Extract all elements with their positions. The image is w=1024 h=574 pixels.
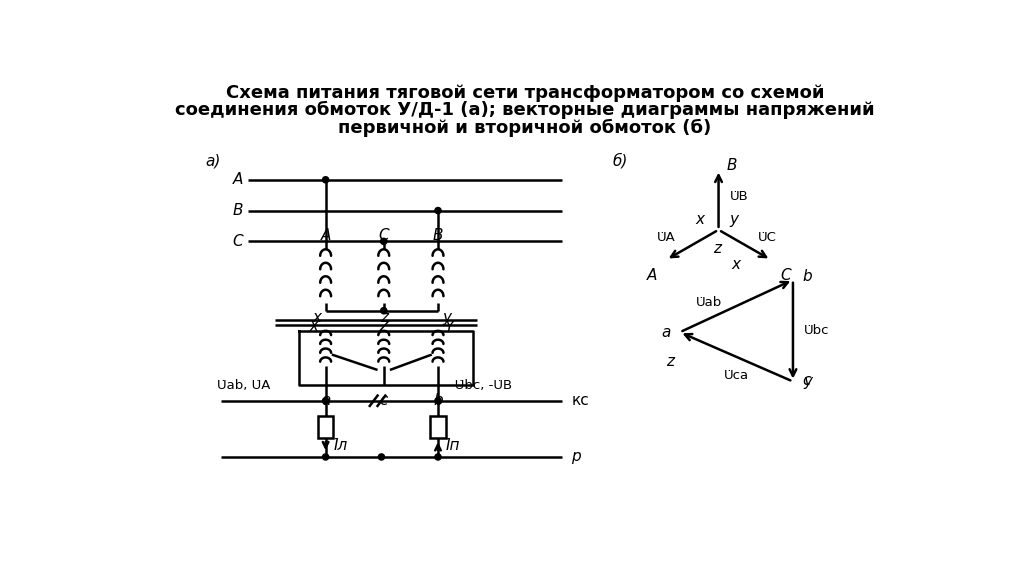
Text: B: B: [232, 203, 243, 218]
Text: B: B: [726, 158, 737, 173]
Text: y: y: [804, 374, 813, 389]
Text: соединения обмоток У/Д-1 (а); векторные диаграммы напряжений: соединения обмоток У/Д-1 (а); векторные …: [175, 101, 874, 119]
Text: U̇ca: U̇ca: [724, 369, 749, 382]
Text: Схема питания тяговой сети трансформатором со схемой: Схема питания тяговой сети трансформатор…: [225, 83, 824, 102]
Text: İп: İп: [445, 438, 460, 453]
Bar: [317, 416, 334, 438]
Text: z: z: [380, 309, 388, 324]
Text: y: y: [442, 309, 451, 324]
Text: a: a: [662, 325, 671, 340]
Text: C: C: [379, 228, 389, 243]
Text: A: A: [321, 228, 331, 243]
Text: c: c: [380, 393, 388, 408]
Text: x: x: [732, 257, 741, 272]
Text: U̇ab, U̇A: U̇ab, U̇A: [217, 378, 270, 391]
Circle shape: [381, 308, 387, 314]
Text: р: р: [571, 449, 581, 464]
Text: кс: кс: [571, 393, 589, 408]
Bar: [430, 416, 445, 438]
Text: U̇B: U̇B: [729, 190, 749, 203]
Text: U̇bc: U̇bc: [804, 324, 829, 337]
Text: x: x: [695, 212, 705, 227]
Text: U̇ab: U̇ab: [696, 296, 722, 309]
Text: z: z: [713, 241, 721, 255]
Text: b: b: [802, 269, 812, 284]
Text: U̇C: U̇C: [758, 231, 777, 243]
Text: а): а): [206, 153, 221, 168]
Circle shape: [435, 207, 441, 214]
Text: Y: Y: [444, 320, 454, 335]
Text: İл: İл: [334, 438, 347, 453]
Text: a: a: [321, 393, 331, 408]
Circle shape: [381, 238, 387, 245]
Text: x: x: [312, 309, 322, 324]
Circle shape: [378, 454, 385, 460]
Text: X: X: [309, 320, 319, 335]
Text: z: z: [666, 354, 674, 369]
Text: б): б): [612, 153, 628, 168]
Text: B: B: [433, 228, 443, 243]
Text: c: c: [802, 373, 811, 387]
Text: -U̇bc, -U̇B: -U̇bc, -U̇B: [450, 378, 512, 391]
Text: A: A: [646, 267, 657, 282]
Text: A: A: [232, 172, 243, 187]
Circle shape: [435, 398, 441, 404]
Text: b: b: [433, 393, 442, 408]
Text: первичной и вторичной обмоток (б): первичной и вторичной обмоток (б): [338, 119, 712, 137]
Text: C: C: [232, 234, 243, 249]
Circle shape: [323, 177, 329, 183]
Text: C: C: [780, 267, 791, 282]
Circle shape: [323, 454, 329, 460]
Text: Z: Z: [379, 320, 389, 335]
Text: y: y: [729, 212, 738, 227]
Text: U̇A: U̇A: [656, 231, 675, 243]
Circle shape: [323, 398, 329, 404]
Circle shape: [435, 454, 441, 460]
